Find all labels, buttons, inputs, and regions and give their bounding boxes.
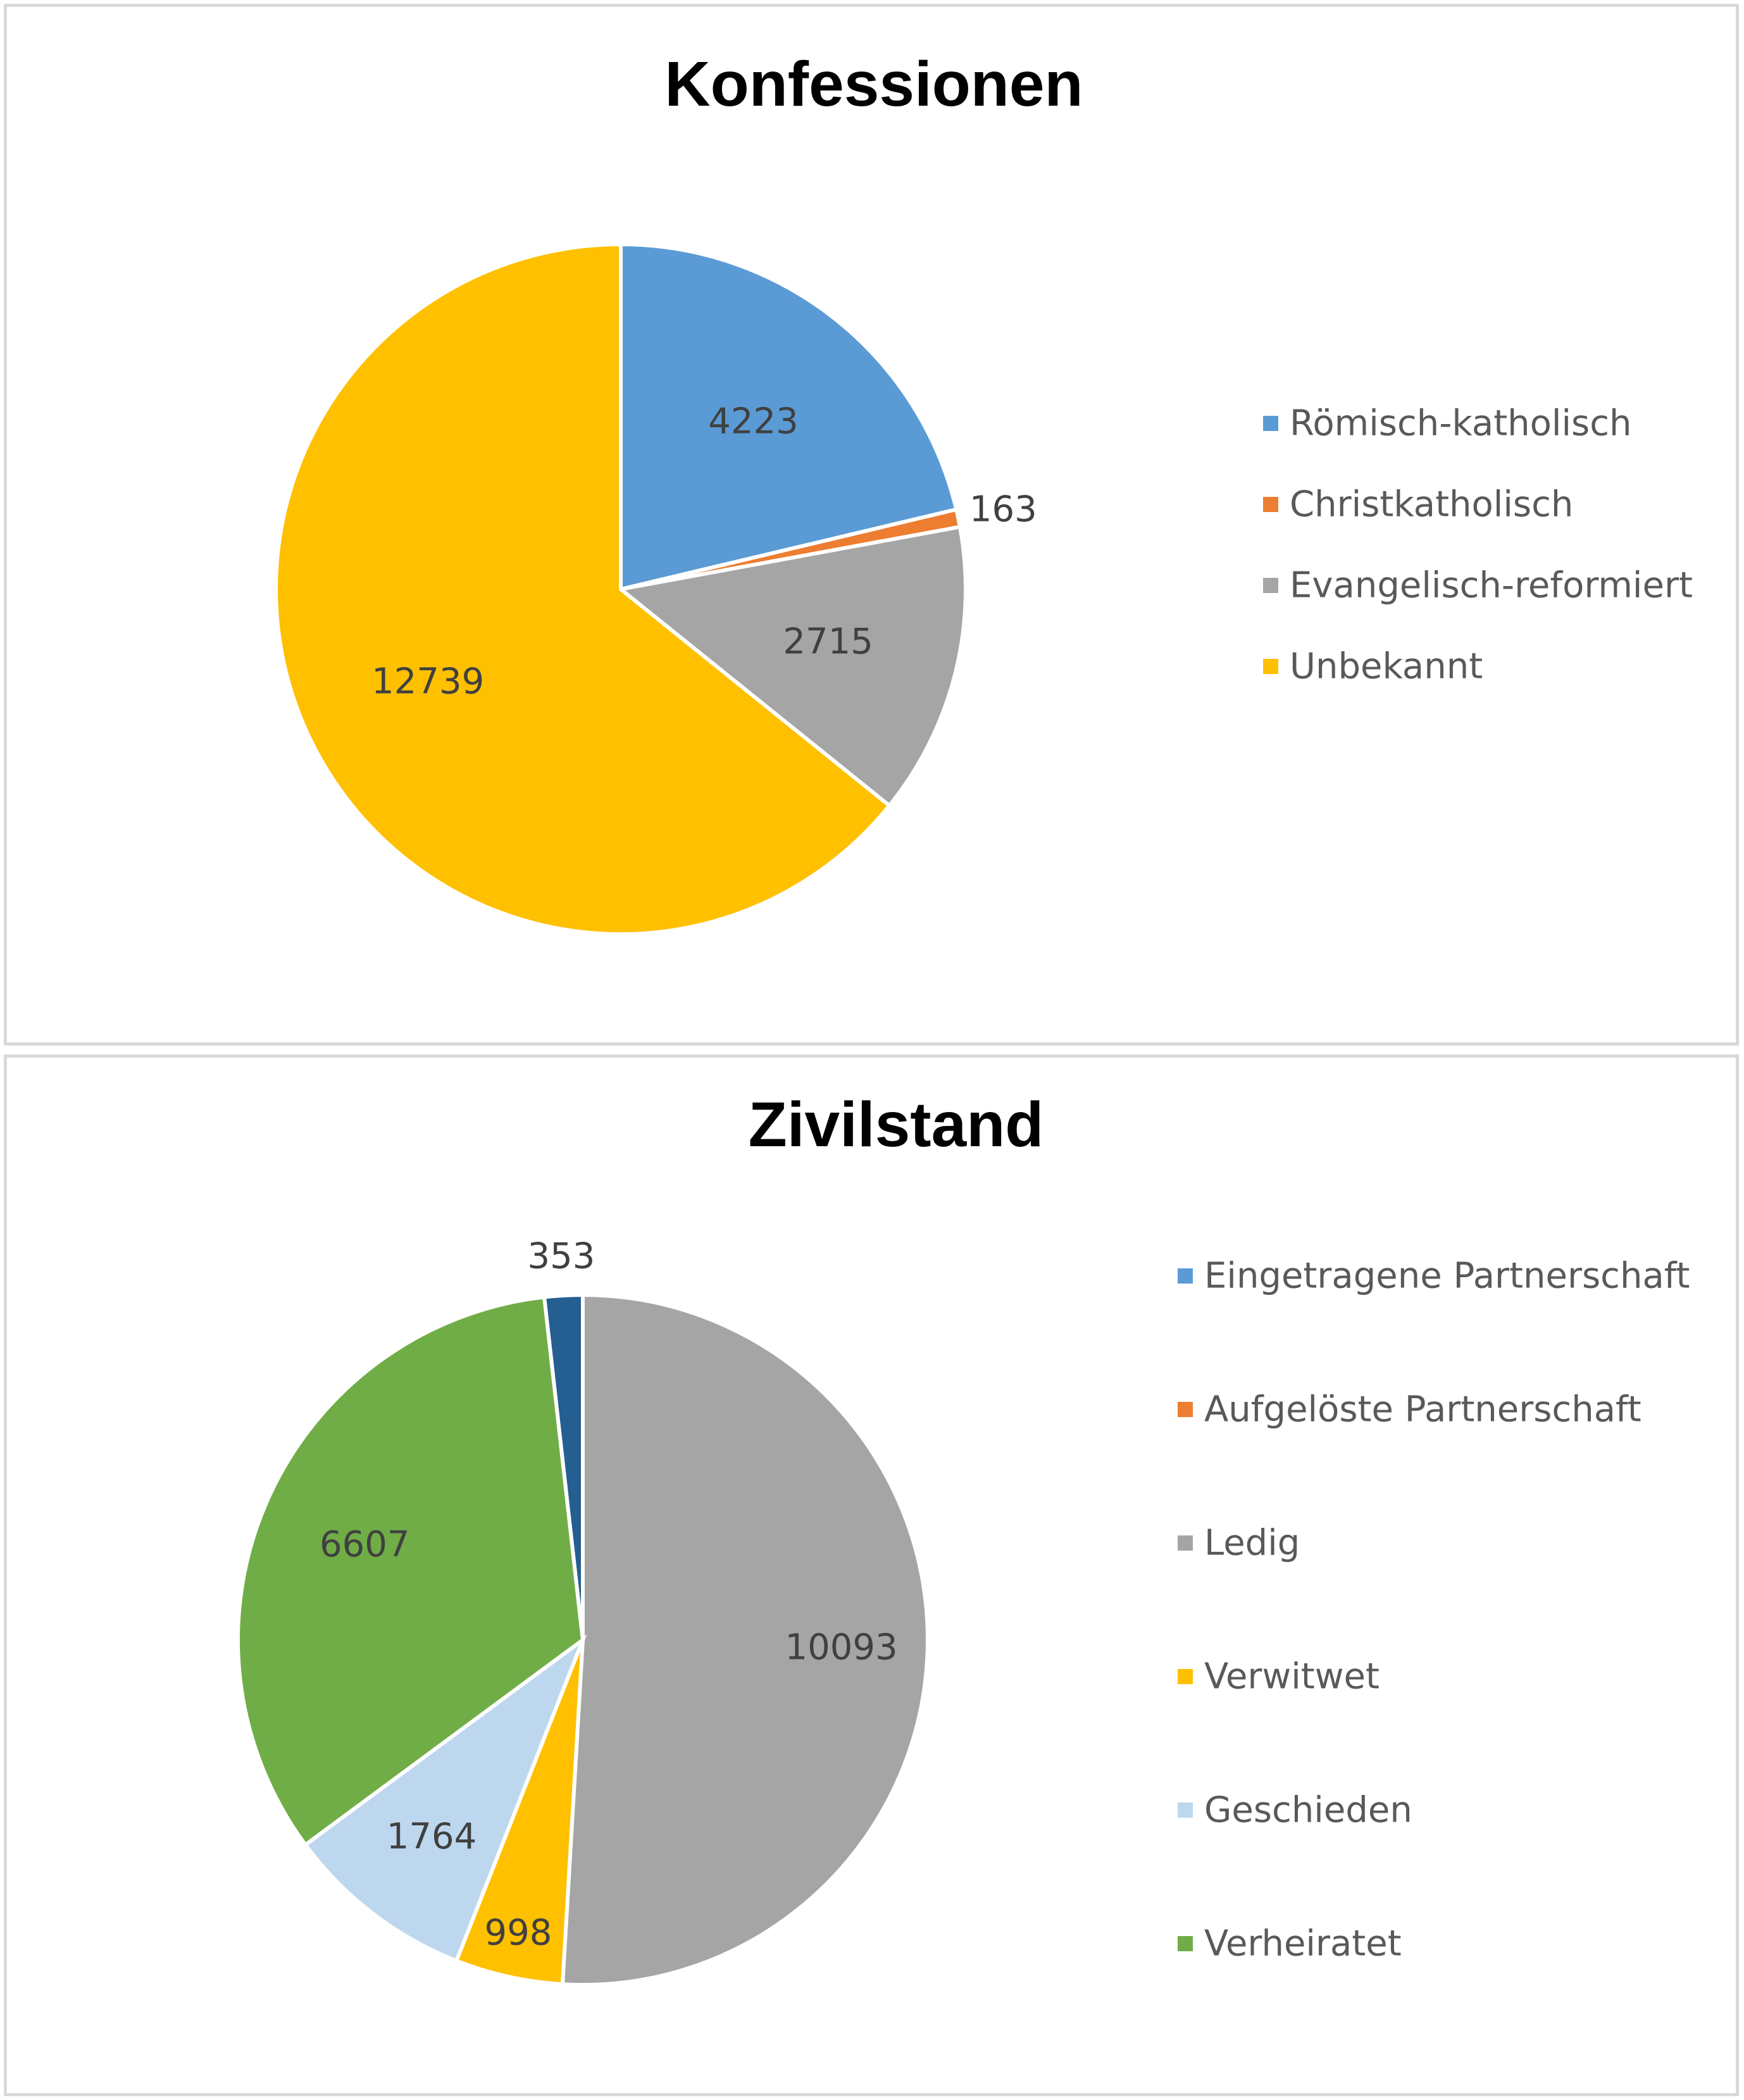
pie-chart-zivilstand: Zivilstand 10093 998 1764 6607 353 Eingetrag… xyxy=(236,1089,1690,1987)
legend-item-eingetragene-partnerschaft: Eingetragene Partnerschaft xyxy=(1204,1256,1690,1297)
data-label: 10093 xyxy=(785,1627,898,1668)
data-label: 1764 xyxy=(387,1816,477,1858)
chart-panel-zivilstand: Zivilstand 10093 998 1764 6607 353 Eingetrag… xyxy=(4,1054,1739,2096)
chart-title: Zivilstand xyxy=(749,1089,1044,1160)
legend-item-unbekannt: Unbekannt xyxy=(1290,646,1483,687)
legend-marker-eingetragene-partnerschaft xyxy=(1178,1268,1193,1284)
pie-slice-10093 xyxy=(560,1292,930,1987)
data-label: 4223 xyxy=(708,401,799,442)
legend-marker-christkatholisch xyxy=(1263,497,1278,512)
pie-slice-998 xyxy=(454,1639,585,1987)
legend-marker-verheiratet xyxy=(1178,1936,1193,1951)
data-label: 6607 xyxy=(320,1524,410,1565)
pie-slice-roemisch-katholisch xyxy=(619,242,959,592)
legend-item-verheiratet: Verheiratet xyxy=(1204,1923,1402,1965)
legend-item-geschieden: Geschieden xyxy=(1204,1790,1412,1831)
chart-title: Konfessionen xyxy=(664,49,1083,120)
data-label: 353 xyxy=(528,1236,595,1277)
legend-item-christkatholisch: Christkatholisch xyxy=(1290,484,1573,525)
legend-item-ledig: Ledig xyxy=(1204,1523,1300,1564)
pie-chart-konfessionen: Konfessionen 4223 163 2715 12739 Römisch-ka… xyxy=(274,49,1693,936)
pie-slice-353 xyxy=(542,1292,585,1641)
legend-marker-ledig xyxy=(1178,1535,1193,1551)
data-label: 998 xyxy=(484,1913,552,1954)
pie-slice-evangelisch-reformiert xyxy=(616,524,968,809)
data-label: 2715 xyxy=(783,622,873,663)
pie-slice-6607 xyxy=(236,1295,585,1847)
data-label: 12739 xyxy=(371,661,484,702)
legend-marker-verwitwet xyxy=(1178,1669,1193,1684)
pie-slice-1764 xyxy=(302,1634,587,1963)
legend-marker-unbekannt xyxy=(1263,659,1278,674)
chart-panel-konfessionen: Konfessionen 4223 163 2715 12739 Römisch-ka… xyxy=(4,4,1739,1046)
legend-marker-evangelisch-reformiert xyxy=(1263,578,1278,593)
legend-marker-aufgeloeste-partnerschaft xyxy=(1178,1402,1193,1417)
legend-marker-roemisch-katholisch xyxy=(1263,416,1278,431)
pie-slice-unbekannt xyxy=(274,242,892,936)
legend-item-aufgeloeste-partnerschaft: Aufgelöste Partnerschaft xyxy=(1204,1389,1641,1430)
legend-item-verwitwet: Verwitwet xyxy=(1204,1656,1380,1697)
legend-item-roemisch-katholisch: Römisch-katholisch xyxy=(1290,403,1631,444)
legend-marker-geschieden xyxy=(1178,1803,1193,1818)
legend-item-evangelisch-reformiert: Evangelisch-reformiert xyxy=(1290,565,1693,606)
data-label: 163 xyxy=(969,489,1037,530)
